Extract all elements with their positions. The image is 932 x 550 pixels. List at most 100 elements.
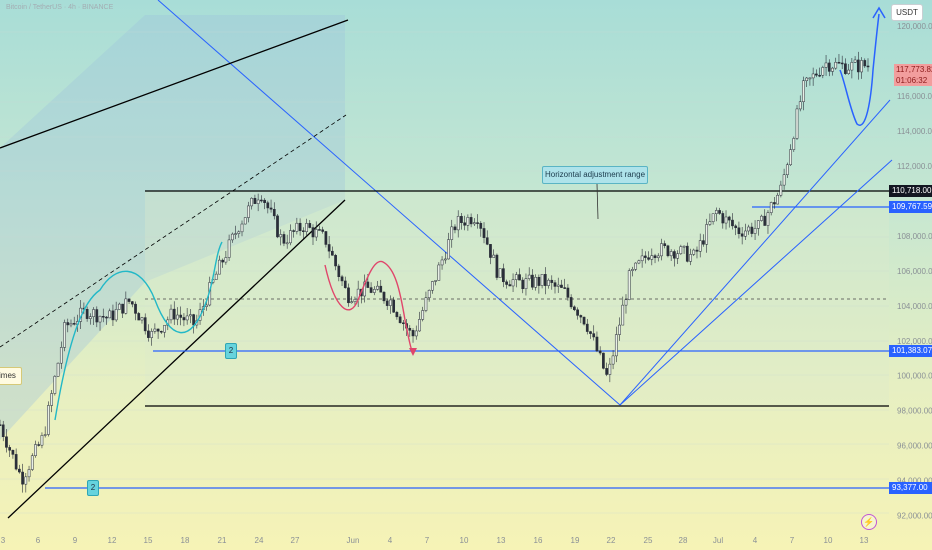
candle-body: [114, 309, 118, 321]
note-pointer: [596, 183, 599, 220]
candle-body: [159, 330, 163, 333]
time-tick-label: 25: [644, 536, 653, 545]
candle-body: [392, 299, 396, 313]
candle-body: [460, 216, 463, 223]
marker-level-93[interactable]: 2: [87, 480, 99, 496]
channel-shade: [0, 15, 345, 440]
candle-body: [176, 314, 179, 320]
candle-body: [282, 234, 286, 244]
candle-body: [521, 279, 525, 290]
candle-body: [230, 233, 234, 241]
rising-line-1[interactable]: [619, 99, 891, 406]
candle-body: [292, 230, 295, 232]
candle-body: [776, 194, 780, 205]
candle-body: [708, 221, 712, 225]
candle-body: [682, 245, 686, 248]
candle-body: [634, 262, 638, 270]
price-tick-label: 108,000.00: [897, 232, 932, 241]
marker-level-101[interactable]: 2: [225, 343, 237, 359]
price-axis[interactable]: 120,000.00 116,000.00 114,000.00 112,000.00…: [897, 22, 932, 520]
candle-body: [298, 222, 302, 231]
candle-body: [721, 213, 725, 224]
candle-body: [692, 249, 696, 255]
candle-body: [527, 274, 531, 279]
candle-body: [537, 276, 541, 286]
candle-body: [221, 259, 224, 263]
candle-body: [569, 297, 573, 308]
candle-body: [689, 254, 692, 262]
candle-body: [679, 246, 683, 254]
candle-body: [350, 301, 354, 304]
candle-body: [805, 77, 809, 82]
candle-body: [253, 197, 257, 204]
channel-lower-line[interactable]: [7, 199, 346, 519]
symbol-header[interactable]: Bitcoin / TetherUS · 4h · BINANCE: [6, 4, 114, 11]
left-note-label[interactable]: imes: [0, 367, 22, 385]
candle-body: [311, 227, 315, 238]
candle-body: [753, 228, 757, 234]
descending-blue-line[interactable]: [157, 0, 621, 406]
candle-body: [382, 291, 386, 302]
candle-body: [853, 59, 857, 63]
candle-body: [608, 363, 612, 375]
candle-body: [621, 304, 625, 326]
candle-body: [453, 226, 457, 231]
time-tick-label: 6: [36, 536, 41, 545]
candle-body: [324, 231, 328, 245]
candle-body: [92, 309, 95, 317]
range-note-label[interactable]: Horizontal adjustment range: [542, 166, 648, 184]
candle-body: [101, 315, 105, 318]
candle-body: [305, 223, 308, 232]
candle-body: [243, 217, 247, 225]
candle-body: [811, 73, 815, 79]
candle-body: [385, 300, 389, 306]
candle-body: [756, 220, 760, 229]
channel-upper-line[interactable]: [0, 19, 349, 149]
candle-body: [602, 352, 605, 369]
candle-body: [437, 264, 441, 281]
red-arrow-head: [409, 348, 417, 356]
candle-body: [414, 330, 418, 337]
time-axis[interactable]: 3 6 9 12 15 18 21 24 27 Jun 4 7 10 13 16 19 22 25 28 Jul 4 7 1…: [1, 536, 869, 545]
candle-body: [179, 314, 183, 318]
candle-body: [705, 224, 709, 245]
candle-body: [379, 285, 383, 293]
bolt-icon[interactable]: ⚡: [861, 514, 877, 530]
candle-body: [831, 67, 834, 72]
candle-body: [395, 311, 399, 318]
candle-body: [366, 281, 370, 288]
candle-body: [650, 255, 654, 260]
candle-body: [818, 74, 821, 77]
candle-body: [582, 316, 586, 325]
candle-body: [637, 260, 641, 264]
price-tick-label: 106,000.00: [897, 267, 932, 276]
candle-body: [540, 274, 544, 286]
time-tick-label: 15: [144, 536, 153, 545]
currency-button[interactable]: USDT: [891, 4, 923, 21]
candle-body: [308, 223, 312, 228]
candle-body: [798, 101, 802, 110]
candle-body: [401, 322, 405, 325]
time-tick-label: 13: [860, 536, 869, 545]
candle-body: [566, 287, 570, 298]
candle-body: [266, 202, 270, 209]
time-tick-label: 28: [679, 536, 688, 545]
candle-body: [440, 259, 444, 266]
rising-line-2[interactable]: [619, 159, 893, 406]
level-109-tag: 109,767.59: [889, 201, 932, 213]
candle-body: [156, 328, 160, 332]
candle-body: [118, 303, 121, 310]
candle-body: [121, 303, 124, 314]
candle-body: [134, 303, 137, 314]
candle-body: [353, 299, 357, 302]
candle-body: [50, 393, 53, 406]
candle-body: [185, 315, 189, 321]
time-tick-label: 19: [571, 536, 580, 545]
candle-body: [463, 222, 467, 226]
candle-body: [372, 289, 376, 293]
candle-body: [550, 279, 554, 283]
time-tick-label: Jul: [713, 536, 723, 545]
candle-body: [560, 284, 563, 288]
